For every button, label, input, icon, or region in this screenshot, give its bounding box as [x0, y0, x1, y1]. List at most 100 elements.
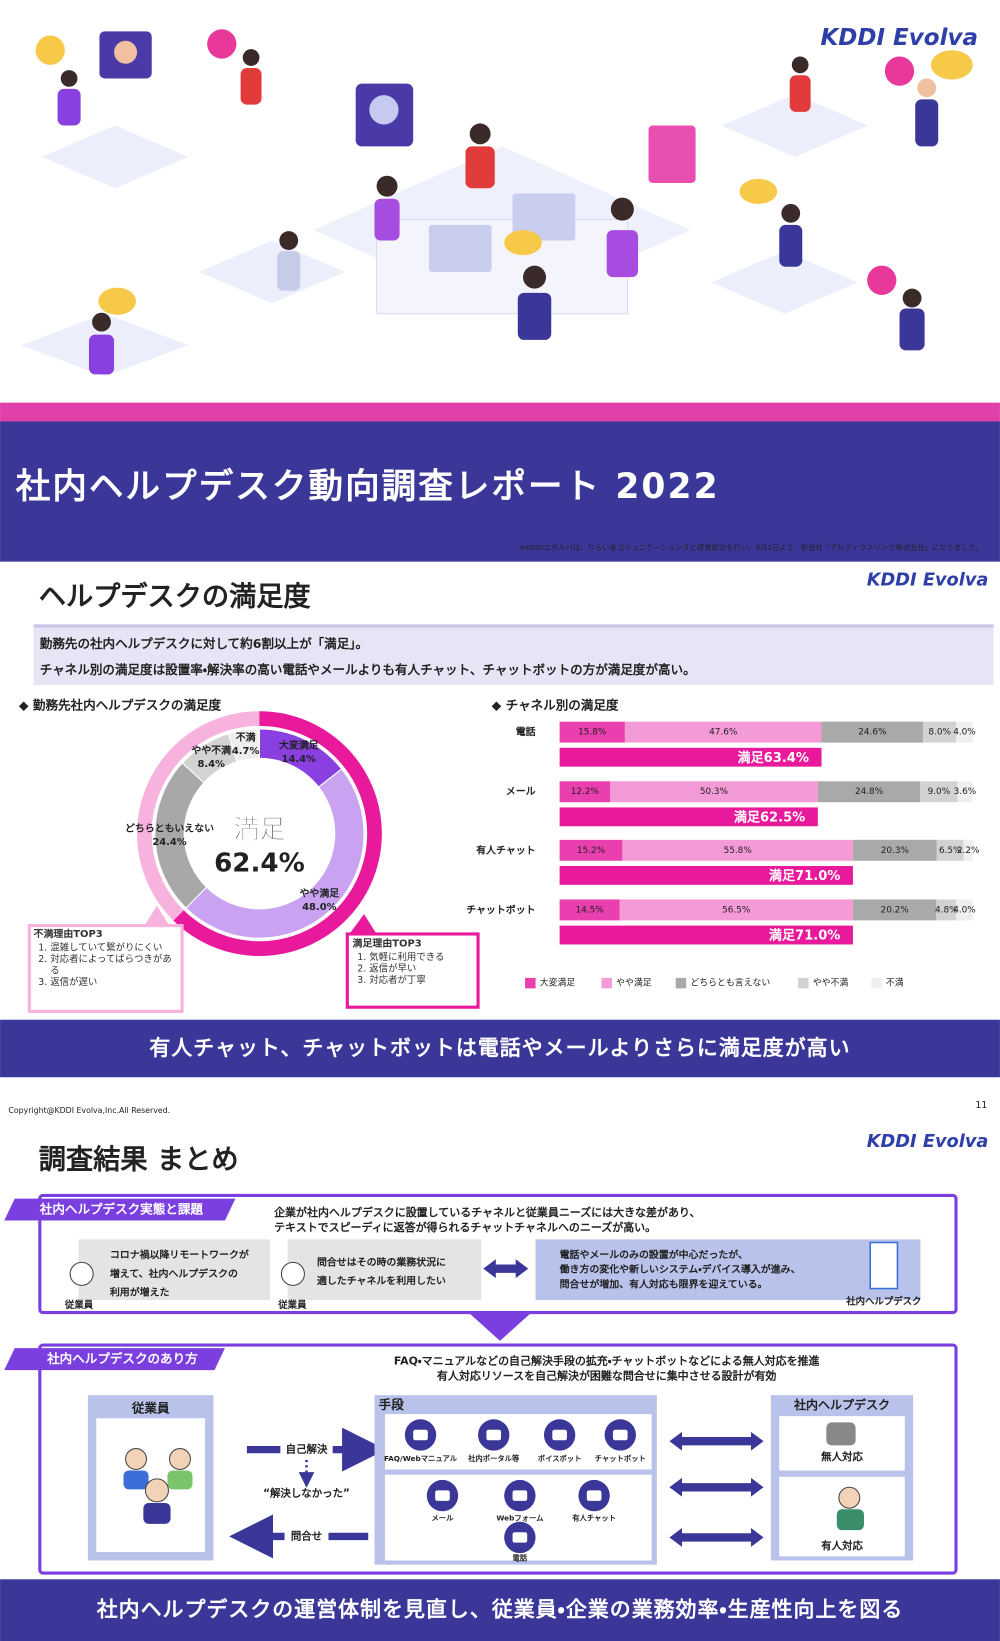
section-heading: ◆ チャネル別の満足度 — [492, 697, 619, 712]
bar-chart: 電話 15.8% 47.6% 24.6% 8.0% 4.0%満足63.4%メール 12.2%… — [466, 721, 979, 989]
lead-line: FAQ・マニュアルなどの自己解決手段の拡充・チャットボットなどによる無人対応を推… — [394, 1354, 820, 1368]
legend-swatch — [601, 977, 612, 989]
operator-icon — [836, 1509, 864, 1531]
channel-label: 社内ポータル等 — [467, 1454, 520, 1463]
desk — [376, 219, 629, 315]
slide-heading: ヘルプデスクの満足度 — [39, 581, 312, 613]
callout-title: 満足理由TOP3 — [352, 938, 422, 950]
category-label: 有人チャット — [476, 843, 535, 856]
panel-title: 従業員 — [131, 1400, 170, 1415]
donut-segment — [227, 728, 260, 763]
panel-title: 社内ヘルプデスク — [793, 1397, 890, 1412]
bar-segment — [963, 839, 973, 861]
segment-label: 大変満足 — [279, 738, 319, 751]
section-frame — [38, 1343, 958, 1575]
bar-segment — [821, 721, 924, 743]
legend-label: やや満足 — [616, 978, 652, 989]
bubble — [930, 50, 973, 80]
reason: 混雑していて繋がりにくい — [50, 944, 180, 955]
lead-line: テキストでスピーディに返答が得られるチャットチャネルへのニーズが高い。 — [274, 1220, 656, 1234]
voice-box — [287, 1239, 482, 1301]
segment-value: 8.4% — [197, 759, 225, 770]
slide-banner — [0, 1019, 1000, 1078]
page-number: 11 — [975, 1100, 987, 1111]
legend-label: 不満 — [886, 978, 904, 989]
lead-line: 有人対応リソースを自己解決が困難な問合せに集中させる設計が有効 — [437, 1368, 777, 1382]
bar-segment — [817, 781, 921, 803]
section-heading: ◆ 勤務先社内ヘルプデスクの満足度 — [19, 697, 222, 712]
channel-label: メール — [431, 1514, 454, 1523]
copyright: Copyright@KDDI Evolva,Inc.All Reserved. — [8, 1106, 170, 1115]
segment-label: 不満 — [236, 730, 256, 743]
reason: 気軽に利用できる — [369, 953, 476, 964]
channel-label: ボイスボット — [538, 1454, 582, 1463]
bar-segment — [936, 899, 957, 921]
bar-value-label: 9.0% — [928, 787, 951, 797]
callout-box — [345, 932, 480, 1009]
avatar — [369, 95, 399, 125]
robot-icon — [826, 1422, 856, 1446]
panel-title: 手段 — [379, 1397, 405, 1412]
bar-segment — [956, 899, 973, 921]
slide-banner — [0, 1579, 1000, 1641]
chat-panel — [648, 125, 696, 184]
cover-title: 社内ヘルプデスク動向調査レポート 2022 — [15, 467, 720, 507]
legend-swatch — [798, 977, 809, 989]
flow-label: 問合せ — [291, 1529, 322, 1542]
channel-label: FAQ/Webマニュアル — [384, 1454, 458, 1463]
total-label: 満足63.4% — [738, 750, 809, 766]
bar-value-label: 3.6% — [954, 787, 977, 797]
legend-swatch — [675, 977, 687, 989]
double-arrow — [669, 1477, 764, 1497]
bar-segment — [559, 721, 625, 743]
bar-value-label: 15.2% — [577, 846, 605, 856]
summary-rule — [33, 624, 994, 628]
channel-icon-glyph — [586, 1490, 602, 1501]
people-icons — [123, 1448, 193, 1524]
bar-segment — [920, 781, 958, 803]
bar-value-label: 4.0% — [953, 905, 976, 915]
down-arrow — [468, 1312, 532, 1341]
callout-content: 不満理由TOP3 混雑していて繋がりにくい対応者によってばらつきがある返信が遅い — [34, 929, 180, 1011]
operator-icon — [838, 1486, 861, 1509]
legend-label: どちらとも言えない — [690, 978, 770, 989]
monitor — [428, 224, 492, 272]
bar-segment — [852, 899, 937, 921]
bar-value-label: 24.6% — [858, 728, 886, 738]
bubble — [884, 56, 915, 86]
bar-segment — [852, 839, 937, 861]
callout-content: 満足理由TOP3 気軽に利用できる返信が早い対応者が丁寧 — [353, 938, 476, 1005]
center-label: 満足 — [233, 815, 286, 845]
bar-segment — [936, 839, 964, 861]
voice-line: 問合せはその時の業務状況に — [317, 1255, 446, 1268]
section-tag — [4, 1348, 225, 1371]
voice-line: 増えて、社内ヘルプデスクの — [110, 1267, 238, 1280]
caption: 社内ヘルプデスク — [845, 1296, 921, 1308]
legend-swatch — [871, 977, 882, 989]
platform — [721, 94, 869, 157]
status-line: 電話やメールのみの設置が中心だったが、 — [560, 1248, 748, 1261]
voice-line: 適したチャネルを利用したい — [317, 1274, 446, 1287]
bar-segment — [559, 781, 611, 803]
bar-value-label: 20.3% — [881, 846, 909, 856]
caption: 従業員 — [64, 1299, 94, 1311]
bar-value-label: 4.8% — [935, 905, 958, 915]
slide-heading: 調査結果 まとめ — [39, 1144, 239, 1175]
channel-icon-glyph — [612, 1429, 628, 1441]
bar-value-label: 8.0% — [928, 728, 951, 738]
segment-label: どちらともいえない — [125, 822, 214, 835]
channel-label: チャットボット — [595, 1454, 646, 1463]
monitor — [512, 193, 576, 241]
voice-line: コロナ禍以降リモートワークが — [110, 1248, 249, 1261]
cover-illustration — [0, 0, 1000, 403]
legend-swatch — [525, 977, 536, 989]
logo: KDDI Evolva — [867, 569, 989, 590]
bar-value-label: 24.8% — [855, 787, 883, 797]
donut-chart: 大変満足 14.4% やや満足 48.0% どちらともいえない 24.4% やや不満 8.4%… — [125, 711, 382, 956]
bar-segment — [956, 721, 973, 743]
voice-line: 利用が増えた — [110, 1286, 170, 1299]
flow-label: 自己解決 — [286, 1443, 328, 1456]
platform — [711, 251, 858, 314]
bar-value-label: 4.0% — [953, 728, 976, 738]
